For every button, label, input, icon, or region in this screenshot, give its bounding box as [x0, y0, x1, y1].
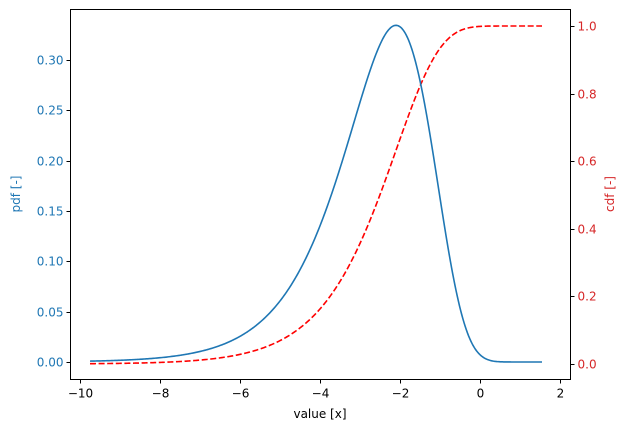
x-tick-label: 2 — [557, 387, 565, 401]
x-axis-label: value [x] — [293, 407, 346, 421]
x-tick-label: 0 — [477, 387, 485, 401]
y-left-tick-label: 0.25 — [37, 104, 64, 118]
y-right-tick-label: 0.2 — [578, 290, 597, 304]
x-tick-label: −4 — [312, 387, 330, 401]
pdf-line — [89, 24, 542, 363]
y-axis-right-label: cdf [-] — [603, 176, 617, 212]
y-left-tick-label: 0.15 — [37, 205, 64, 219]
y-left-tick-label: 0.30 — [37, 54, 64, 68]
x-axis: −10 −8 −6 −4 −2 0 2 — [68, 379, 565, 401]
y-right-tick-label: 1.0 — [578, 20, 597, 34]
x-tick-label: −8 — [152, 387, 170, 401]
y-right-tick-label: 0.6 — [578, 155, 597, 169]
y-axis-right: 0.0 0.2 0.4 0.6 0.8 1.0 — [570, 20, 597, 372]
x-tick-label: −2 — [392, 387, 410, 401]
y-axis-left-label: pdf [-] — [9, 176, 23, 213]
y-right-tick-label: 0.4 — [578, 223, 597, 237]
x-tick-label: −6 — [232, 387, 250, 401]
y-right-tick-label: 0.0 — [578, 358, 597, 372]
plot-area — [89, 24, 542, 365]
y-left-tick-label: 0.10 — [37, 255, 64, 269]
x-tick-label: −10 — [68, 387, 93, 401]
y-axis-left: 0.00 0.05 0.10 0.15 0.20 0.25 0.30 — [37, 54, 71, 370]
y-left-tick-label: 0.00 — [37, 356, 64, 370]
y-left-tick-label: 0.05 — [37, 306, 64, 320]
y-right-tick-label: 0.8 — [578, 88, 597, 102]
y-left-tick-label: 0.20 — [37, 155, 64, 169]
